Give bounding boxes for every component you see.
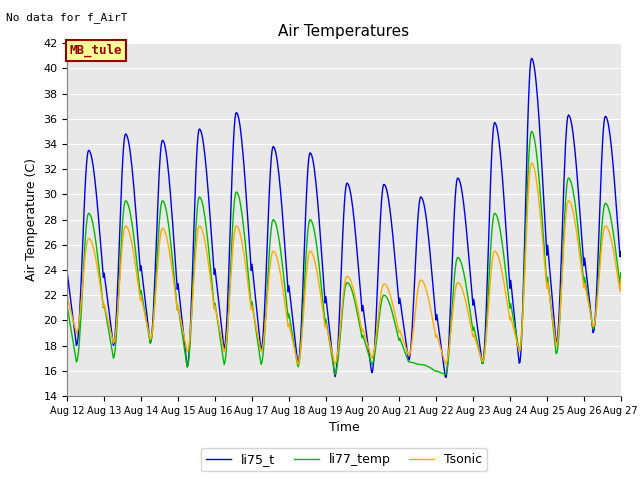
Tsonic <box>412 302 420 308</box>
li75_t <box>442 374 450 380</box>
Tsonic <box>294 361 302 367</box>
li75_t <box>527 56 535 61</box>
li75_t <box>428 265 435 271</box>
Tsonic <box>131 254 138 260</box>
Tsonic <box>428 314 436 320</box>
li75_t <box>74 341 81 347</box>
Text: No data for f_AirT: No data for f_AirT <box>6 12 128 23</box>
li77_temp <box>74 358 81 363</box>
Tsonic <box>527 160 535 166</box>
li77_temp <box>617 270 625 276</box>
li75_t <box>131 188 138 194</box>
Line: li75_t: li75_t <box>67 59 621 377</box>
li77_temp <box>186 336 194 342</box>
li77_temp <box>412 360 419 366</box>
Tsonic <box>74 329 81 335</box>
li77_temp <box>131 237 138 242</box>
Y-axis label: Air Temperature (C): Air Temperature (C) <box>25 158 38 281</box>
li75_t <box>216 307 223 313</box>
li77_temp <box>63 304 71 310</box>
Tsonic <box>216 326 223 332</box>
li77_temp <box>442 372 449 377</box>
Line: Tsonic: Tsonic <box>67 163 621 364</box>
Legend: li75_t, li77_temp, Tsonic: li75_t, li77_temp, Tsonic <box>201 448 487 471</box>
li75_t <box>412 264 419 270</box>
li77_temp <box>428 366 435 372</box>
li75_t <box>617 249 625 254</box>
Title: Air Temperatures: Air Temperatures <box>278 24 410 39</box>
Line: li77_temp: li77_temp <box>67 132 621 374</box>
li75_t <box>186 325 194 331</box>
li77_temp <box>527 129 535 134</box>
X-axis label: Time: Time <box>328 421 360 434</box>
Tsonic <box>617 277 625 283</box>
li75_t <box>63 270 71 276</box>
Tsonic <box>63 295 71 300</box>
Tsonic <box>186 328 194 334</box>
li77_temp <box>216 332 223 337</box>
Text: MB_tule: MB_tule <box>70 44 122 57</box>
